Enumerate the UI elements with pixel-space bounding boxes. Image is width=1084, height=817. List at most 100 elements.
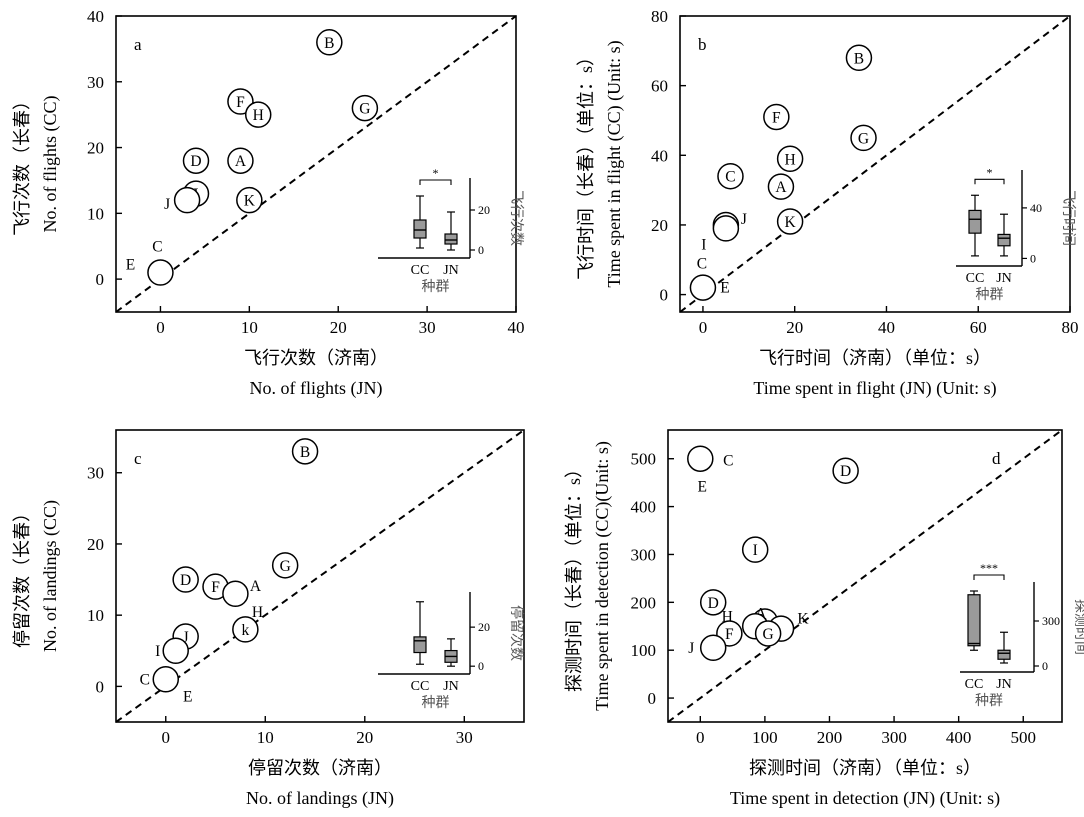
data-point <box>244 101 272 128</box>
x-tick-label: 30 <box>419 318 436 337</box>
box-body <box>444 233 458 245</box>
box-body <box>997 649 1011 660</box>
panel-letter: b <box>698 35 707 54</box>
y-tick-label: 30 <box>87 73 104 92</box>
data-point <box>712 215 740 242</box>
inset-y-label: 停留次数 <box>508 605 525 661</box>
data-point <box>689 274 717 301</box>
point-label: G <box>359 101 370 118</box>
x-tick-label: 200 <box>817 728 843 747</box>
x-tick-label: 40 <box>508 318 525 337</box>
significance-bracket <box>973 574 1005 580</box>
y-axis-label-cn: 飞行时间（长春）（单位：s） <box>576 48 596 280</box>
data-point <box>699 589 727 616</box>
point-label: A <box>250 578 262 595</box>
point-label: E <box>126 257 135 274</box>
point-label: D <box>708 595 719 612</box>
data-point <box>687 445 714 472</box>
data-point <box>767 173 795 200</box>
x-tick-label: 30 <box>456 728 473 747</box>
x-tick-label: 40 <box>878 318 895 337</box>
inset-x-tick-label: CC <box>966 271 985 286</box>
point-label: B <box>854 50 864 67</box>
point-label: K <box>797 611 809 628</box>
x-axis-label-en: Time spent in detection (JN) (Unit: s) <box>730 788 1000 809</box>
y-tick-label: 200 <box>631 593 657 612</box>
x-tick-label: 0 <box>156 318 165 337</box>
point-label: K <box>244 193 256 210</box>
diagonal-line <box>679 15 1071 313</box>
x-tick-label: 0 <box>696 728 705 747</box>
y-tick-label: 40 <box>87 7 104 26</box>
data-point <box>182 147 210 174</box>
y-axis-label-en: No. of flights (CC) <box>40 95 61 232</box>
x-tick-label: 80 <box>1062 318 1079 337</box>
y-tick-label: 80 <box>651 7 668 26</box>
significance-marker: * <box>987 165 993 179</box>
point-label: B <box>324 35 334 52</box>
diagonal-line <box>667 429 1063 723</box>
point-label: F <box>772 109 781 126</box>
y-axis-label-en: No. of landings (CC) <box>40 500 61 652</box>
point-label: C <box>140 671 150 688</box>
y-tick-label: 30 <box>87 464 104 483</box>
x-axis-label-cn: 探测时间（济南）（单位：s） <box>749 758 981 778</box>
y-tick-label: 60 <box>651 77 668 96</box>
x-axis-label-cn: 飞行次数（济南） <box>244 348 388 368</box>
data-point <box>291 438 319 465</box>
data-point <box>763 103 790 131</box>
x-tick-label: 20 <box>356 728 373 747</box>
point-label: H <box>252 604 263 621</box>
panel-d: 0 100 200 300 400 500 0 100 200 300 400 500 探测时间（济南）… <box>564 429 1084 809</box>
inset-y-tick-label: 0 <box>478 243 484 257</box>
significance-marker: *** <box>980 561 998 575</box>
y-tick-label: 20 <box>87 139 104 158</box>
data-point <box>850 124 877 152</box>
point-label: D <box>180 572 191 589</box>
inset-x-tick-label: JN <box>443 679 459 694</box>
inset-y-tick-label: 20 <box>478 620 490 634</box>
point-label: B <box>300 444 310 461</box>
x-tick-label: 0 <box>162 728 171 747</box>
x-tick-label: 400 <box>946 728 972 747</box>
x-axis-label-en: Time spent in flight (JN) (Unit: s) <box>753 378 996 399</box>
significance-bracket <box>419 179 452 185</box>
data-point <box>741 536 769 563</box>
y-tick-label: 10 <box>87 204 104 223</box>
data-point <box>271 552 299 579</box>
x-tick-label: 10 <box>257 728 274 747</box>
box-body <box>413 219 427 239</box>
data-point <box>173 186 201 214</box>
box-body <box>413 636 427 654</box>
point-label: H <box>722 608 733 625</box>
x-axis-label-en: No. of flights (JN) <box>250 378 383 399</box>
point-label: J <box>164 196 170 213</box>
data-point <box>222 580 249 608</box>
point-label: I <box>753 542 758 559</box>
y-tick-label: 0 <box>96 677 105 696</box>
y-axis-label-cn: 停留次数（长春） <box>12 504 32 648</box>
diagonal-line <box>115 15 517 313</box>
x-tick-label: 300 <box>881 728 907 747</box>
point-label: G <box>763 626 774 643</box>
panel-a: 0 10 20 30 40 0 10 20 30 40 飞行次数（济南） No. of flights… <box>12 7 525 399</box>
x-tick-label: 20 <box>330 318 347 337</box>
inset-x-tick-label: JN <box>996 677 1012 692</box>
data-point <box>754 620 782 647</box>
inset-y-tick-label: 0 <box>478 659 484 673</box>
data-point <box>316 29 343 56</box>
point-label: F <box>211 579 220 596</box>
y-tick-label: 400 <box>631 498 657 517</box>
data-point <box>351 94 379 122</box>
plot-frame <box>115 15 517 313</box>
significance-bracket <box>974 178 1005 185</box>
data-point <box>776 208 804 235</box>
panel-letter: c <box>134 449 142 468</box>
x-tick-label: 500 <box>1010 728 1036 747</box>
inset-x-tick-label: CC <box>411 679 430 694</box>
point-label: H <box>253 107 264 124</box>
x-tick-label: 20 <box>786 318 803 337</box>
y-tick-label: 0 <box>96 270 105 289</box>
